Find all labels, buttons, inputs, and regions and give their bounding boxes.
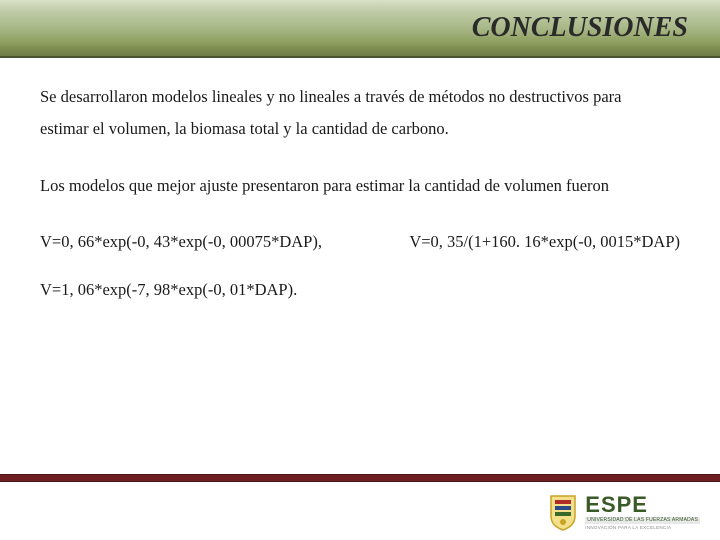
paragraph-1: Se desarrollaron modelos lineales y no l… [40, 86, 680, 141]
para1-line2: estimar el volumen, la biomasa total y l… [40, 118, 680, 140]
formula-row-2: V=1, 06*exp(-7, 98*exp(-0, 01*DAP). [40, 279, 680, 301]
footer-logo: ESPE UNIVERSIDAD DE LAS FUERZAS ARMADAS … [547, 492, 700, 532]
espe-tagline: UNIVERSIDAD DE LAS FUERZAS ARMADAS [585, 517, 700, 524]
page-title: CONCLUSIONES [472, 12, 688, 44]
formula-3: V=1, 06*exp(-7, 98*exp(-0, 01*DAP). [40, 279, 297, 301]
espe-crest-icon [547, 492, 579, 532]
espe-subline: INNOVACIÓN PARA LA EXCELENCIA [585, 526, 700, 531]
para1-line1: Se desarrollaron modelos lineales y no l… [40, 86, 680, 108]
espe-wordmark: ESPE [585, 494, 700, 516]
footer-rule [0, 474, 720, 482]
formula-row-1: V=0, 66*exp(-0, 43*exp(-0, 00075*DAP), V… [40, 231, 680, 253]
header-band: CONCLUSIONES [0, 0, 720, 58]
formula-1: V=0, 66*exp(-0, 43*exp(-0, 00075*DAP), [40, 231, 322, 253]
content-area: Se desarrollaron modelos lineales y no l… [0, 58, 720, 301]
paragraph-2: Los modelos que mejor ajuste presentaron… [40, 175, 680, 197]
para2-line1: Los modelos que mejor ajuste presentaron… [40, 175, 680, 197]
espe-text-block: ESPE UNIVERSIDAD DE LAS FUERZAS ARMADAS … [585, 494, 700, 531]
formula-2: V=0, 35/(1+160. 16*exp(-0, 0015*DAP) [409, 231, 680, 253]
